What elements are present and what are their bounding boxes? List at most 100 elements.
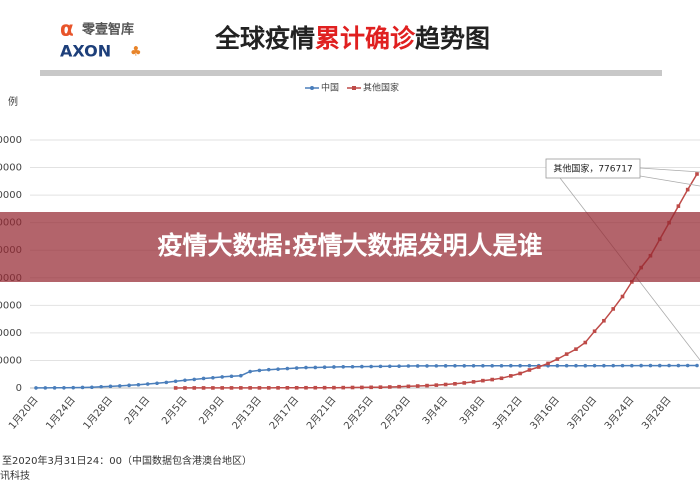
point <box>667 363 671 368</box>
callout-box <box>545 158 641 179</box>
point <box>648 363 653 368</box>
point <box>685 187 690 192</box>
point <box>443 364 448 368</box>
point <box>592 329 597 334</box>
point <box>434 364 439 368</box>
point <box>611 363 616 368</box>
legend-marker <box>310 86 314 90</box>
point <box>229 374 234 379</box>
point <box>350 364 355 369</box>
point <box>592 363 597 368</box>
point <box>52 386 57 390</box>
point <box>80 385 85 390</box>
point <box>509 363 513 368</box>
brand-en: AXON <box>60 42 111 61</box>
point <box>518 371 522 376</box>
point <box>266 386 271 390</box>
point <box>695 363 699 368</box>
y-tick-label: 100000 <box>0 355 22 366</box>
point <box>192 386 197 390</box>
point <box>583 340 588 345</box>
point <box>425 364 429 368</box>
y-tick-label: 700000 <box>0 190 22 201</box>
title-part: 趋势图 <box>415 24 490 53</box>
point <box>620 294 625 299</box>
title-part: 累计确诊 <box>315 24 416 53</box>
point <box>322 385 327 390</box>
point <box>415 364 420 368</box>
point <box>220 375 224 379</box>
point <box>453 364 457 368</box>
point <box>564 352 569 356</box>
point <box>555 363 560 368</box>
footer-source: 讯科技 <box>0 469 30 482</box>
point <box>276 386 280 390</box>
point <box>676 204 681 208</box>
point <box>276 367 280 371</box>
point <box>657 363 662 368</box>
point <box>62 385 66 390</box>
point <box>71 385 76 390</box>
point <box>360 364 364 369</box>
point <box>630 363 634 368</box>
logo-mark: α <box>60 17 74 41</box>
point <box>471 380 476 384</box>
point <box>369 385 373 390</box>
point <box>266 367 271 372</box>
point <box>378 364 383 369</box>
point <box>509 374 513 378</box>
point <box>481 378 485 383</box>
point <box>173 386 178 390</box>
point <box>341 385 346 390</box>
legend-marker <box>352 86 356 90</box>
point <box>313 385 318 390</box>
point <box>564 363 569 368</box>
point <box>248 386 252 390</box>
point <box>155 381 159 386</box>
point <box>471 363 476 368</box>
point <box>481 363 485 368</box>
point <box>332 365 336 369</box>
point <box>462 363 467 368</box>
y-tick-label: 300000 <box>0 300 22 311</box>
point <box>685 363 690 368</box>
point <box>583 363 588 368</box>
point <box>555 357 560 361</box>
point <box>546 361 550 366</box>
point <box>536 365 541 369</box>
point <box>257 386 262 390</box>
point <box>527 363 532 368</box>
footer-note: 至2020年3月31日24：00（中国数据包含港澳台地区） <box>2 454 252 467</box>
point <box>406 364 411 368</box>
point <box>425 383 429 388</box>
point <box>518 363 522 368</box>
point <box>211 375 215 380</box>
point <box>406 384 411 389</box>
point <box>145 382 150 386</box>
callout-line <box>639 167 700 173</box>
point <box>285 386 290 390</box>
point <box>99 384 103 389</box>
point <box>248 369 252 374</box>
point <box>462 381 467 385</box>
point <box>350 385 355 390</box>
point <box>490 363 494 368</box>
point <box>341 364 346 369</box>
point <box>183 378 187 383</box>
page-title: 全球疫情累计确诊趋势图 <box>214 24 490 53</box>
y-tick-label: 800000 <box>0 163 22 174</box>
point <box>443 382 448 387</box>
point <box>453 382 457 386</box>
legend-label: 其他国家 <box>363 82 399 94</box>
legend-label: 中国 <box>321 82 339 94</box>
point <box>611 307 616 311</box>
point <box>639 363 643 368</box>
point <box>211 386 215 390</box>
point <box>108 384 113 389</box>
point <box>313 365 318 370</box>
point <box>136 382 141 387</box>
point <box>695 172 699 176</box>
brand-cn: 零壹智库 <box>81 22 134 38</box>
point <box>43 386 48 390</box>
